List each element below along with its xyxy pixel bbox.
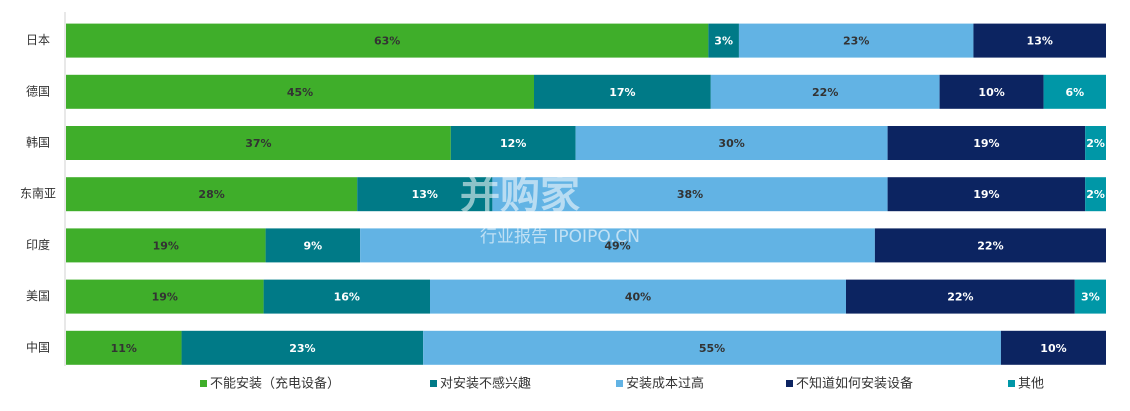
legend-label: 其他 <box>1018 377 1044 392</box>
value-label: 17% <box>609 86 635 99</box>
value-label: 37% <box>245 137 271 150</box>
legend-label: 不能安装（充电设备） <box>210 376 340 392</box>
bar-segment <box>874 228 1106 263</box>
bar-segment <box>66 279 264 314</box>
value-label: 23% <box>843 35 869 48</box>
value-label: 12% <box>500 137 526 150</box>
value-label: 3% <box>1081 291 1100 304</box>
value-label: 28% <box>198 188 224 201</box>
watermark: 并购家 <box>460 172 580 218</box>
bar-segment <box>265 228 361 263</box>
category-label: 德国 <box>26 83 50 98</box>
bar-segment <box>575 126 888 160</box>
bar-segment <box>66 74 534 109</box>
bar-segment <box>887 126 1086 160</box>
bar-segment <box>492 177 888 212</box>
value-label: 19% <box>973 137 999 150</box>
value-label: 22% <box>947 291 973 304</box>
bar-segment <box>534 74 711 109</box>
value-label: 55% <box>699 342 725 355</box>
legend-swatch <box>430 380 437 387</box>
bar-segment <box>939 74 1044 109</box>
value-label: 22% <box>812 86 838 99</box>
bar-segment <box>1000 330 1106 365</box>
value-label: 2% <box>1086 137 1105 150</box>
bar-segment <box>430 279 846 314</box>
value-label: 9% <box>304 239 323 252</box>
legend-swatch <box>200 380 207 387</box>
bar-segment <box>1085 126 1106 160</box>
value-label: 30% <box>718 137 744 150</box>
bar-segment <box>66 330 182 365</box>
value-label: 38% <box>677 188 703 201</box>
bar-segment <box>423 330 1001 365</box>
legend-label: 安装成本过高 <box>626 376 704 392</box>
bar-segment <box>1085 177 1106 212</box>
value-label: 10% <box>978 86 1004 99</box>
legend-swatch <box>616 380 623 387</box>
value-label: 13% <box>1027 35 1053 48</box>
value-label: 19% <box>152 291 178 304</box>
bar-segment <box>887 177 1086 212</box>
bar-segment <box>263 279 430 314</box>
bar-segment <box>708 23 739 58</box>
watermark: 行业报告 IPOIPO.CN <box>480 227 640 247</box>
value-label: 6% <box>1065 86 1084 99</box>
value-label: 49% <box>604 239 630 252</box>
category-label: 中国 <box>26 339 50 354</box>
value-label: 19% <box>153 239 179 252</box>
bar-segment <box>66 126 451 160</box>
bar-segment <box>66 23 709 58</box>
category-label: 东南亚 <box>20 186 56 201</box>
bar-segment <box>973 23 1106 58</box>
bar-segment <box>1074 279 1106 314</box>
bar-segment <box>1043 74 1106 109</box>
legend-swatch <box>786 380 793 387</box>
bar-segment <box>357 177 493 212</box>
value-label: 10% <box>1040 342 1066 355</box>
legend-label: 不知道如何安装设备 <box>796 376 913 392</box>
value-label: 13% <box>412 188 438 201</box>
value-label: 19% <box>973 188 999 201</box>
value-label: 45% <box>287 86 313 99</box>
bar-segment <box>450 126 576 160</box>
value-label: 63% <box>374 35 400 48</box>
category-label: 日本 <box>26 33 50 47</box>
value-label: 3% <box>714 35 733 48</box>
bar-segment <box>66 228 266 263</box>
value-label: 16% <box>334 291 360 304</box>
value-label: 22% <box>977 239 1003 252</box>
bar-segment <box>846 279 1075 314</box>
legend-swatch <box>1008 380 1015 387</box>
bar-segment <box>181 330 424 365</box>
legend-label: 对安装不感兴趣 <box>440 376 531 392</box>
bar-segment <box>710 74 940 109</box>
value-label: 2% <box>1086 188 1105 201</box>
bar-segment <box>738 23 974 58</box>
category-label: 韩国 <box>26 135 50 150</box>
value-label: 40% <box>625 291 651 304</box>
value-label: 23% <box>289 342 315 355</box>
category-label: 印度 <box>26 237 50 252</box>
category-label: 美国 <box>26 289 50 303</box>
bar-segment <box>66 177 358 212</box>
value-label: 11% <box>111 342 137 355</box>
bar-segment <box>360 228 875 263</box>
